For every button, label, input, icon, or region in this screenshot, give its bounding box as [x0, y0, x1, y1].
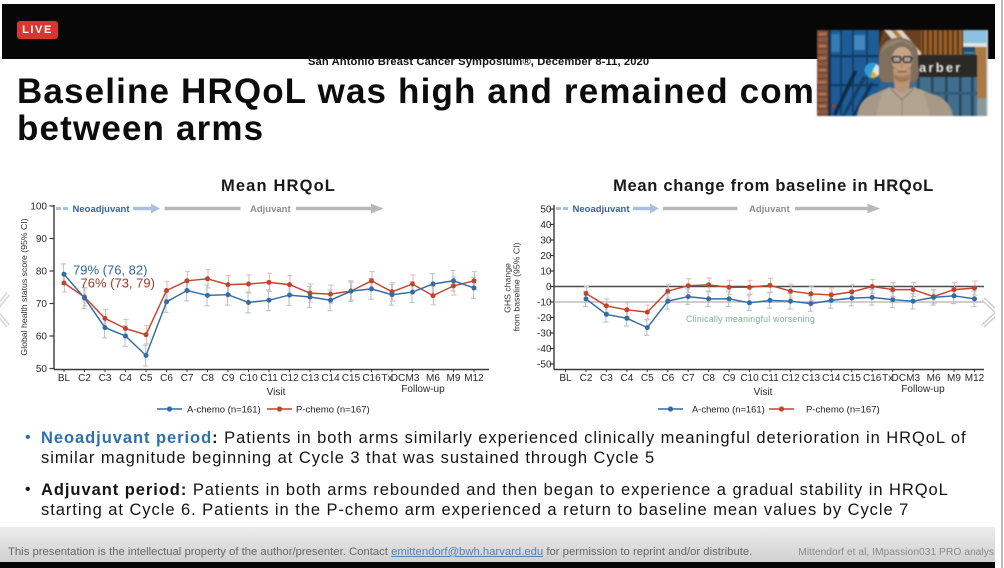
svg-text:C6: C6 — [661, 373, 674, 384]
svg-text:BL: BL — [58, 373, 71, 384]
svg-text:C8: C8 — [201, 373, 214, 384]
svg-text:Mean HRQoL: Mean HRQoL — [221, 177, 336, 195]
svg-text:Visit: Visit — [267, 387, 286, 398]
svg-text:C8: C8 — [702, 373, 715, 384]
svg-text:GHS change: GHS change — [503, 263, 513, 313]
svg-text:C10: C10 — [239, 373, 258, 384]
svg-text:C15: C15 — [342, 373, 361, 384]
svg-text:Tx: Tx — [882, 373, 893, 384]
svg-text:M9: M9 — [447, 373, 461, 384]
svg-text:50: 50 — [36, 364, 48, 375]
svg-text:M12: M12 — [464, 373, 484, 384]
svg-text:70: 70 — [36, 299, 48, 310]
svg-text:Tx: Tx — [381, 373, 392, 384]
svg-text:C15: C15 — [843, 373, 862, 384]
svg-text:P-chemo (n=167): P-chemo (n=167) — [806, 405, 880, 416]
svg-text:Follow-up: Follow-up — [901, 384, 945, 395]
svg-text:DC: DC — [391, 373, 405, 384]
svg-text:C9: C9 — [222, 373, 235, 384]
svg-text:C12: C12 — [781, 373, 800, 384]
svg-text:A-chemo (n=161): A-chemo (n=161) — [692, 404, 765, 415]
svg-text:C3: C3 — [99, 373, 112, 384]
svg-text:M6: M6 — [927, 373, 941, 384]
svg-text:79% (76, 82): 79% (76, 82) — [73, 263, 147, 278]
svg-text:M9: M9 — [947, 373, 961, 384]
svg-text:C2: C2 — [78, 373, 91, 384]
svg-text:-50: -50 — [537, 360, 552, 371]
svg-text:C5: C5 — [140, 373, 153, 384]
svg-text:Neoadjuvant: Neoadjuvant — [73, 204, 131, 215]
svg-text:C5: C5 — [641, 373, 654, 384]
svg-text:C16: C16 — [863, 373, 882, 384]
svg-text:C7: C7 — [682, 373, 695, 384]
svg-text:M12: M12 — [965, 373, 985, 384]
svg-text:-30: -30 — [537, 329, 552, 340]
svg-text:90: 90 — [36, 234, 48, 245]
svg-text:BL: BL — [559, 373, 572, 384]
svg-text:20: 20 — [540, 251, 552, 262]
svg-text:Adjuvant: Adjuvant — [749, 204, 790, 215]
svg-text:Clinically meaningful worsenin: Clinically meaningful worsening — [686, 314, 815, 324]
svg-text:A-chemo (n=161): A-chemo (n=161) — [187, 405, 261, 416]
svg-text:C4: C4 — [621, 373, 634, 384]
svg-text:M6: M6 — [426, 373, 440, 384]
svg-text:from baseline (95% CI): from baseline (95% CI) — [512, 242, 522, 331]
svg-text:C12: C12 — [280, 373, 299, 384]
svg-text:C13: C13 — [301, 373, 320, 384]
svg-text:C6: C6 — [160, 373, 173, 384]
svg-text:C3: C3 — [600, 373, 613, 384]
svg-text:C13: C13 — [802, 373, 821, 384]
svg-text:C14: C14 — [321, 373, 340, 384]
svg-text:10: 10 — [540, 267, 552, 278]
svg-text:Adjuvant: Adjuvant — [250, 204, 291, 215]
svg-text:DC: DC — [891, 373, 905, 384]
svg-text:Mean change from baseline in H: Mean change from baseline in HRQoL — [613, 177, 934, 195]
svg-text:C9: C9 — [723, 373, 736, 384]
svg-text:M3: M3 — [406, 373, 420, 384]
svg-text:40: 40 — [540, 220, 552, 231]
svg-text:-40: -40 — [537, 344, 552, 355]
svg-text:0: 0 — [546, 282, 552, 293]
svg-text:76% (73, 79): 76% (73, 79) — [81, 276, 155, 291]
svg-text:-20: -20 — [537, 313, 552, 324]
svg-text:C10: C10 — [740, 373, 759, 384]
svg-text:C7: C7 — [181, 373, 194, 384]
svg-text:C14: C14 — [822, 373, 841, 384]
svg-text:P-chemo (n=167): P-chemo (n=167) — [296, 405, 370, 416]
svg-text:-10: -10 — [537, 298, 552, 309]
svg-text:80: 80 — [36, 267, 48, 278]
svg-text:M3: M3 — [906, 373, 920, 384]
svg-text:Global health status score (95: Global health status score (95% CI) — [19, 218, 29, 355]
svg-text:C4: C4 — [119, 373, 132, 384]
svg-text:C11: C11 — [761, 373, 779, 384]
svg-text:C16: C16 — [362, 373, 381, 384]
svg-text:Visit: Visit — [754, 387, 773, 398]
svg-text:arber: arber — [919, 60, 963, 75]
svg-text:30: 30 — [540, 236, 552, 247]
svg-text:Follow-up: Follow-up — [401, 384, 445, 395]
svg-text:50: 50 — [540, 205, 552, 216]
svg-text:Neoadjuvant: Neoadjuvant — [573, 204, 631, 215]
svg-text:100: 100 — [30, 202, 47, 213]
svg-text:C11: C11 — [260, 373, 278, 384]
svg-text:C2: C2 — [580, 373, 593, 384]
svg-text:60: 60 — [36, 332, 48, 343]
